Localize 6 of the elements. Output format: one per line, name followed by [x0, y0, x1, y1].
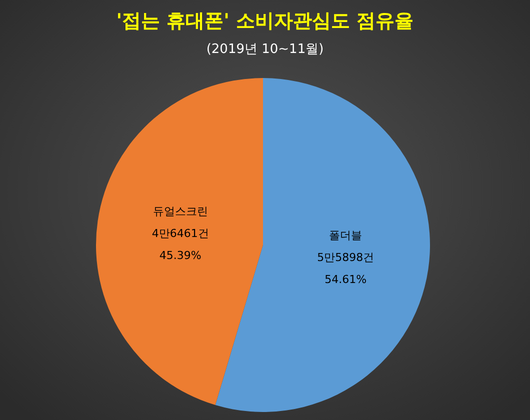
chart-title: '접는 휴대폰' 소비자관심도 점유율 [116, 10, 414, 32]
slice-label: 듀얼스크린 [152, 204, 208, 218]
slice-label: 폴더블 [329, 229, 362, 242]
chart-subtitle: (2019년 10~11월) [206, 42, 324, 57]
data-label: 4만6461건 45.39% [152, 226, 209, 262]
data-label: 5만5898건 54.61% [317, 251, 374, 286]
